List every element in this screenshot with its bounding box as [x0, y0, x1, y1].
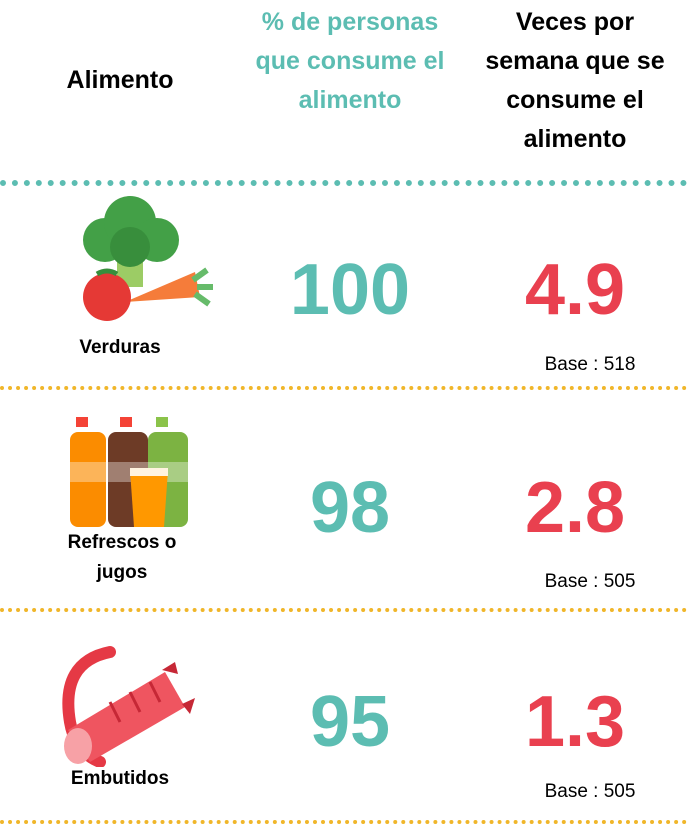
header-food: Alimento: [66, 66, 174, 94]
divider: [0, 608, 687, 612]
times-value: 1.3: [524, 682, 626, 762]
base-note: Base : 505: [544, 781, 636, 802]
base-note: Base : 518: [544, 354, 636, 375]
percent-value: 100: [289, 250, 411, 330]
sausages-icon: [62, 646, 195, 767]
divider: [0, 180, 687, 186]
times-value: 4.9: [524, 250, 626, 330]
percent-value: 98: [309, 468, 391, 548]
divider: [0, 386, 687, 390]
drinks-icon: [70, 417, 188, 527]
base-note: Base : 505: [544, 571, 636, 592]
percent-value: 95: [309, 682, 391, 762]
food-name: Embutidos: [70, 768, 170, 789]
vegetables-icon: [83, 196, 213, 321]
header-times: Veces por semana que se consume el alime…: [485, 8, 665, 153]
food-name: Verduras: [79, 337, 161, 358]
food-name: Refrescos o jugos: [67, 532, 177, 583]
times-value: 2.8: [524, 468, 626, 548]
header-percent: % de personas que consume el alimento: [255, 8, 445, 114]
divider: [0, 820, 687, 824]
